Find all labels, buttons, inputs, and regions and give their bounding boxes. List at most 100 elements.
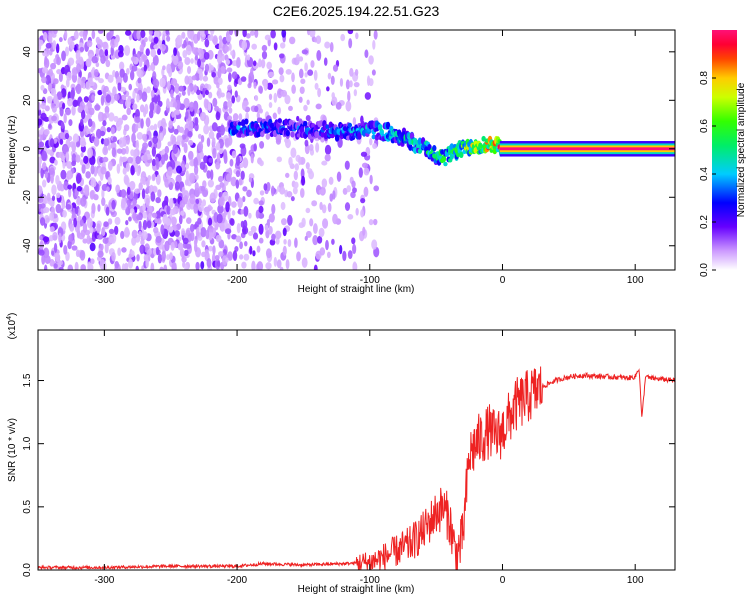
heatmap-noise-cell bbox=[227, 115, 233, 121]
snr-panel: -300 -200 -100 0 100 0.0 0.5 1.0 1.5 Height of … bbox=[6, 313, 676, 595]
heatmap-noise-cell bbox=[185, 229, 191, 235]
heatmap-noise-cell bbox=[317, 235, 323, 244]
heatmap-noise-cell bbox=[187, 119, 194, 131]
heatmap-noise-cell bbox=[198, 48, 204, 60]
heatmap-noise-cell bbox=[145, 48, 150, 57]
heatmap-signal-cell bbox=[248, 131, 254, 136]
heatmap-noise-cell bbox=[200, 30, 206, 38]
heatmap-noise-cell bbox=[339, 77, 344, 87]
heatmap-noise-cell bbox=[252, 232, 259, 240]
heatmap-noise-cell bbox=[363, 186, 369, 198]
heatmap-noise-cell bbox=[216, 152, 221, 163]
heatmap-noise-cell bbox=[250, 225, 257, 233]
heatmap-noise-cell bbox=[132, 211, 137, 221]
heatmap-noise-cell bbox=[73, 217, 78, 228]
heatmap-noise-cell bbox=[209, 64, 214, 71]
heatmap-noise-cell bbox=[44, 255, 51, 264]
heatmap-noise-cell bbox=[155, 246, 160, 256]
heatmap-noise-cell bbox=[148, 205, 153, 213]
heatmap-noise-cell bbox=[352, 243, 357, 255]
heatmap-noise-cell bbox=[142, 219, 148, 231]
heatmap-noise-cell bbox=[38, 108, 42, 116]
heatmap-noise-cell bbox=[268, 93, 273, 101]
heatmap-noise-cell bbox=[204, 30, 209, 36]
heatmap-noise-cell bbox=[264, 224, 269, 232]
heatmap-noise-cell bbox=[169, 197, 174, 209]
heatmap-noise-cell bbox=[235, 235, 242, 243]
heatmap-noise-cell bbox=[353, 81, 360, 88]
heatmap-noise-cell bbox=[363, 167, 370, 176]
heatmap-noise-cell bbox=[291, 84, 296, 94]
heatmap-noise-cell bbox=[83, 96, 89, 103]
heatmap-noise-cell bbox=[53, 242, 58, 254]
heatmap-noise-cell bbox=[67, 240, 72, 250]
heatmap-noise-cell bbox=[48, 68, 54, 77]
heatmap-noise-cell bbox=[331, 96, 338, 106]
heatmap-noise-cell bbox=[308, 170, 315, 180]
heatmap-noise-cell bbox=[79, 118, 84, 127]
heatmap-noise-cell bbox=[189, 223, 195, 233]
heatmap-noise-cell bbox=[55, 43, 60, 54]
heatmap-noise-cell bbox=[86, 40, 93, 48]
heatmap-noise-cell bbox=[218, 251, 224, 257]
heatmap-noise-cell bbox=[71, 245, 78, 251]
heatmap-noise-cell bbox=[159, 266, 164, 270]
heatmap-noise-cell bbox=[143, 64, 148, 72]
heatmap-noise-cell bbox=[225, 173, 232, 183]
heatmap-noise-cell bbox=[51, 250, 55, 256]
heatmap-noise-cell bbox=[240, 209, 244, 215]
heatmap-noise-cell bbox=[87, 262, 93, 270]
heatmap-noise-cell bbox=[103, 138, 110, 147]
heatmap-noise-cell bbox=[252, 60, 257, 67]
heatmap-noise-cell bbox=[90, 126, 94, 133]
heatmap-noise-cell bbox=[273, 256, 278, 267]
heatmap-noise-cell bbox=[204, 89, 209, 96]
heatmap-noise-cell bbox=[217, 77, 223, 85]
heatmap-noise-cell bbox=[279, 266, 284, 270]
colorbar-gradient bbox=[712, 30, 737, 270]
heatmap-noise-cell bbox=[41, 162, 47, 171]
spectrogram-y-label: Frequency (Hz) bbox=[7, 116, 18, 185]
heatmap-noise-cell bbox=[310, 60, 315, 68]
heatmap-noise-cell bbox=[58, 232, 62, 244]
heatmap-noise-cell bbox=[234, 90, 238, 98]
spectrogram-y-tick-label: 0 bbox=[22, 146, 33, 152]
heatmap-noise-cell bbox=[98, 48, 104, 58]
heatmap-noise-cell bbox=[83, 155, 89, 165]
heatmap-noise-cell bbox=[317, 87, 322, 98]
heatmap-noise-cell bbox=[289, 36, 296, 45]
heatmap-noise-cell bbox=[140, 239, 145, 246]
heatmap-noise-cell bbox=[142, 133, 147, 141]
heatmap-noise-cell bbox=[125, 134, 131, 145]
heatmap-noise-cell bbox=[43, 129, 50, 136]
heatmap-noise-cell bbox=[102, 120, 107, 127]
heatmap-noise-cell bbox=[207, 245, 213, 252]
heatmap-noise-cell bbox=[102, 146, 109, 156]
heatmap-noise-cell bbox=[91, 94, 95, 102]
heatmap-signal-cell bbox=[449, 143, 454, 151]
heatmap-noise-cell bbox=[172, 144, 179, 155]
snr-x-axis: -300 -200 -100 0 100 bbox=[94, 330, 644, 586]
spectrogram-x-tick-label: 100 bbox=[627, 275, 644, 286]
heatmap-signal-cell bbox=[441, 157, 447, 162]
heatmap-noise-cell bbox=[279, 186, 286, 195]
heatmap-noise-cell bbox=[259, 140, 265, 149]
heatmap-noise-cell bbox=[267, 71, 275, 78]
heatmap-noise-cell bbox=[141, 188, 146, 200]
heatmap-noise-cell bbox=[312, 235, 319, 246]
heatmap-noise-cell bbox=[164, 195, 169, 205]
heatmap-noise-cell bbox=[187, 139, 194, 146]
heatmap-noise-cell bbox=[41, 179, 47, 188]
heatmap-noise-cell bbox=[309, 143, 314, 152]
heatmap-noise-cell bbox=[65, 108, 72, 116]
heatmap-noise-cell bbox=[304, 139, 309, 147]
heatmap-noise-cell bbox=[136, 68, 142, 77]
heatmap-noise-cell bbox=[321, 160, 328, 166]
heatmap-noise-cell bbox=[181, 31, 186, 39]
heatmap-noise-cell bbox=[81, 164, 86, 174]
heatmap-noise-cell bbox=[91, 30, 96, 40]
heatmap-noise-cell bbox=[256, 245, 261, 253]
heatmap-noise-cell bbox=[125, 220, 129, 226]
heatmap-signal-cell bbox=[236, 124, 241, 131]
heatmap-noise-cell bbox=[122, 167, 127, 175]
